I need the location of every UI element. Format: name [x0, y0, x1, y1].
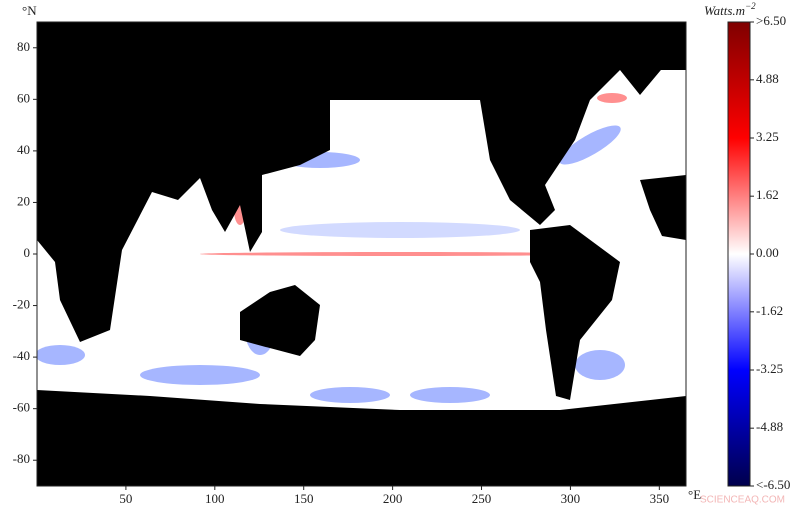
colorbar-tick-label: <-6.50: [756, 477, 790, 492]
colorbar-tick-label: 1.62: [756, 187, 779, 202]
y-tick-label: 80: [17, 39, 30, 54]
y-unit: °N: [22, 3, 37, 18]
colorbar-tick-label: 0.00: [756, 245, 779, 260]
colorbar-tick-label: 4.88: [756, 71, 779, 86]
colorbar-label-superscript: −2: [745, 1, 756, 11]
watermark: SCIENCEAQ.COM: [700, 495, 785, 506]
map-area: [37, 22, 686, 486]
x-tick-label: 150: [294, 491, 314, 506]
y-tick-label: -60: [13, 400, 30, 415]
y-tick-label: 40: [17, 142, 30, 157]
y-tick-label: -80: [13, 451, 30, 466]
colorbar-label: Watts.m−2: [704, 1, 756, 18]
x-tick-label: 200: [383, 491, 403, 506]
x-tick-label: 350: [650, 491, 670, 506]
colorbar-tick-label: -1.62: [756, 303, 783, 318]
y-tick-label: 0: [24, 245, 31, 260]
x-tick-label: 100: [205, 491, 225, 506]
colorbar-tick-label: -4.88: [756, 419, 783, 434]
colorbar-label-text: Watts.m: [704, 3, 745, 18]
y-tick-label: 20: [17, 193, 30, 208]
x-unit: °E: [688, 487, 701, 502]
land: [37, 22, 686, 486]
x-tick-label: 250: [472, 491, 492, 506]
x-tick-label: 300: [561, 491, 581, 506]
y-tick-label: -20: [13, 297, 30, 312]
x-tick-label: 50: [119, 491, 132, 506]
colorbar-tick-label: 3.25: [756, 129, 779, 144]
y-tick-label: 60: [17, 90, 30, 105]
colorbar: [727, 21, 751, 487]
y-tick-label: -40: [13, 348, 30, 363]
colorbar-tick-label: -3.25: [756, 361, 783, 376]
colorbar-tick-label: >6.50: [756, 13, 786, 28]
